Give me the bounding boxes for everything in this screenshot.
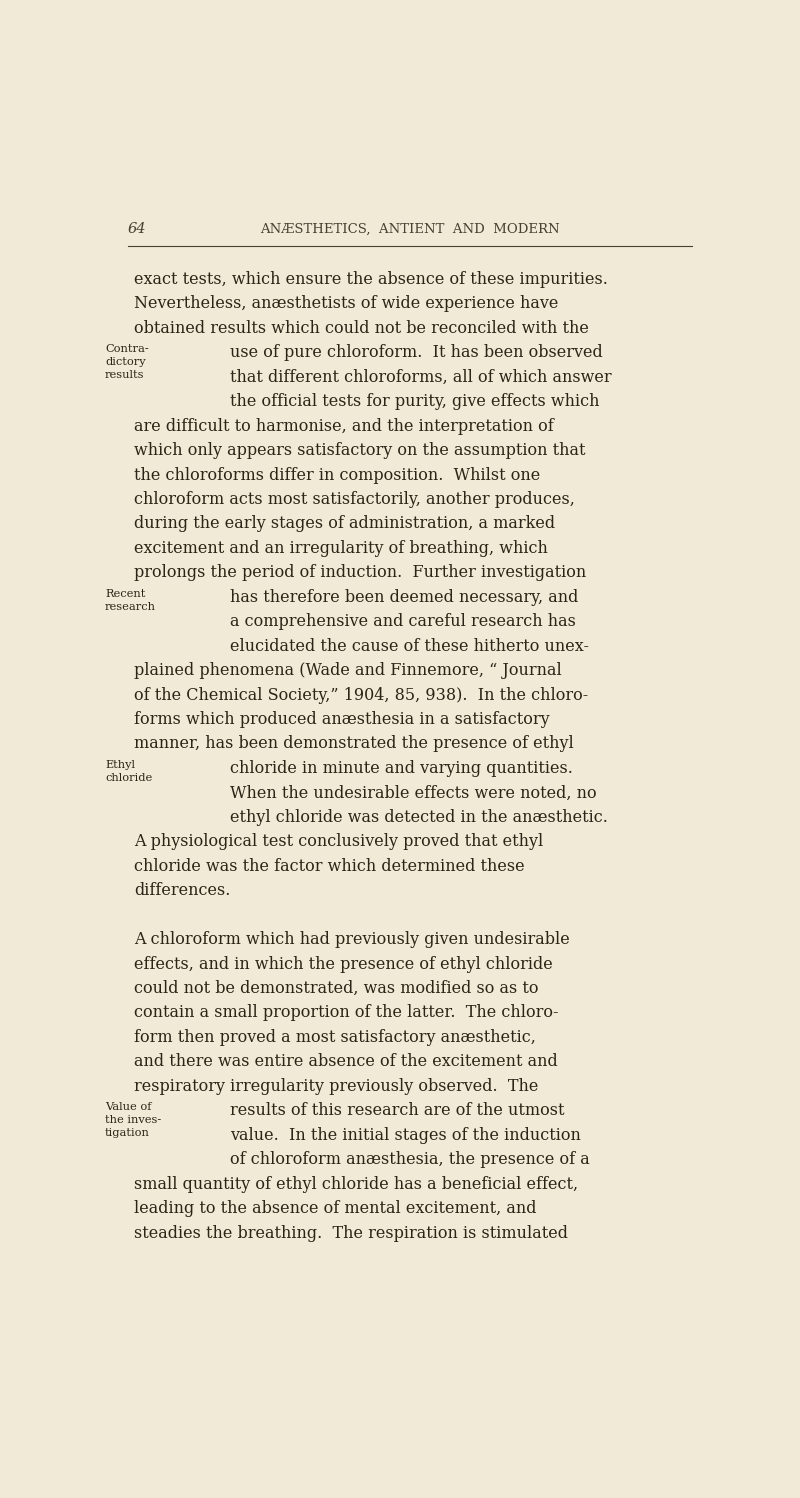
Text: results of this research are of the utmost: results of this research are of the utmo… [230, 1103, 565, 1119]
Text: of chloroform anæsthesia, the presence of a: of chloroform anæsthesia, the presence o… [230, 1150, 590, 1168]
Text: form then proved a most satisfactory anæsthetic,: form then proved a most satisfactory anæ… [134, 1029, 536, 1046]
Text: respiratory irregularity previously observed.  The: respiratory irregularity previously obse… [134, 1079, 538, 1095]
Text: during the early stages of administration, a marked: during the early stages of administratio… [134, 515, 555, 532]
Text: obtained results which could not be reconciled with the: obtained results which could not be reco… [134, 319, 589, 337]
Text: small quantity of ethyl chloride has a beneficial effect,: small quantity of ethyl chloride has a b… [134, 1176, 578, 1192]
Text: a comprehensive and careful research has: a comprehensive and careful research has [230, 613, 576, 631]
Text: the chloroforms differ in composition.  Whilst one: the chloroforms differ in composition. W… [134, 466, 540, 484]
Text: forms which produced anæsthesia in a satisfactory: forms which produced anæsthesia in a sat… [134, 712, 550, 728]
Text: the official tests for purity, give effects which: the official tests for purity, give effe… [230, 392, 600, 410]
Text: effects, and in which the presence of ethyl chloride: effects, and in which the presence of et… [134, 956, 553, 972]
Text: steadies the breathing.  The respiration is stimulated: steadies the breathing. The respiration … [134, 1224, 568, 1242]
Text: ANÆSTHETICS,  ANTIENT  AND  MODERN: ANÆSTHETICS, ANTIENT AND MODERN [260, 222, 560, 235]
Text: chloride in minute and varying quantities.: chloride in minute and varying quantitie… [230, 759, 573, 777]
Text: Contra-
dictory
results: Contra- dictory results [105, 345, 149, 380]
Text: elucidated the cause of these hitherto unex-: elucidated the cause of these hitherto u… [230, 638, 589, 655]
Text: of the Chemical Society,” 1904, 85, 938).  In the chloro-: of the Chemical Society,” 1904, 85, 938)… [134, 686, 588, 704]
Text: could not be demonstrated, was modified so as to: could not be demonstrated, was modified … [134, 980, 538, 998]
Text: Nevertheless, anæsthetists of wide experience have: Nevertheless, anæsthetists of wide exper… [134, 295, 558, 313]
Text: prolongs the period of induction.  Further investigation: prolongs the period of induction. Furthe… [134, 565, 586, 581]
Text: exact tests, which ensure the absence of these impurities.: exact tests, which ensure the absence of… [134, 271, 608, 288]
Text: Ethyl
chloride: Ethyl chloride [105, 759, 152, 783]
Text: plained phenomena (Wade and Finnemore, “ Journal: plained phenomena (Wade and Finnemore, “… [134, 662, 562, 679]
Text: When the undesirable effects were noted, no: When the undesirable effects were noted,… [230, 785, 597, 801]
Text: value.  In the initial stages of the induction: value. In the initial stages of the indu… [230, 1126, 581, 1144]
Text: and there was entire absence of the excitement and: and there was entire absence of the exci… [134, 1053, 558, 1071]
Text: A chloroform which had previously given undesirable: A chloroform which had previously given … [134, 932, 570, 948]
Text: contain a small proportion of the latter.  The chloro-: contain a small proportion of the latter… [134, 1005, 558, 1022]
Text: chloroform acts most satisfactorily, another produces,: chloroform acts most satisfactorily, ano… [134, 491, 575, 508]
Text: chloride was the factor which determined these: chloride was the factor which determined… [134, 858, 525, 875]
Text: manner, has been demonstrated the presence of ethyl: manner, has been demonstrated the presen… [134, 736, 574, 752]
Text: use of pure chloroform.  It has been observed: use of pure chloroform. It has been obse… [230, 345, 603, 361]
Text: are difficult to harmonise, and the interpretation of: are difficult to harmonise, and the inte… [134, 418, 554, 434]
Text: Value of
the inves-
tigation: Value of the inves- tigation [105, 1103, 162, 1138]
Text: leading to the absence of mental excitement, and: leading to the absence of mental excitem… [134, 1200, 537, 1216]
Text: differences.: differences. [134, 882, 230, 899]
Text: Recent
research: Recent research [105, 589, 156, 611]
Text: A physiological test conclusively proved that ethyl: A physiological test conclusively proved… [134, 833, 543, 851]
Text: excitement and an irregularity of breathing, which: excitement and an irregularity of breath… [134, 539, 548, 557]
Text: 64: 64 [128, 222, 146, 237]
Text: that different chloroforms, all of which answer: that different chloroforms, all of which… [230, 369, 612, 385]
Text: has therefore been deemed necessary, and: has therefore been deemed necessary, and [230, 589, 578, 605]
Text: which only appears satisfactory on the assumption that: which only appears satisfactory on the a… [134, 442, 586, 458]
Text: ethyl chloride was detected in the anæsthetic.: ethyl chloride was detected in the anæst… [230, 809, 608, 825]
